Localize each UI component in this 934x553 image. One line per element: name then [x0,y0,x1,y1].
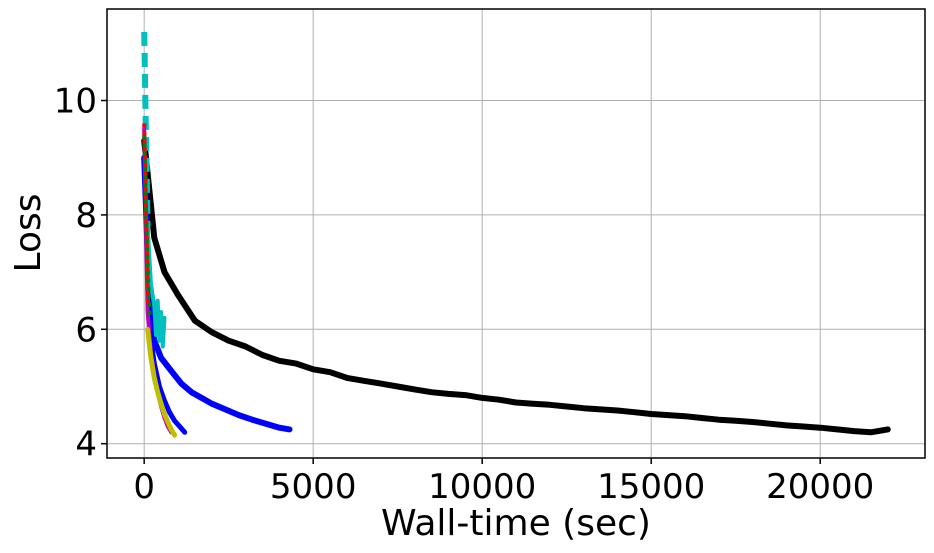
series-line-2 [141,154,293,433]
y-tick-label: 10 [54,82,97,122]
y-tick-label: 4 [75,425,97,465]
series-line-8 [142,134,152,318]
y-tick-label: 6 [75,310,97,350]
x-tick-label: 5000 [270,467,357,507]
series-line-9 [145,326,178,438]
y-tick-label: 8 [75,196,97,236]
series-group [141,31,891,438]
x-tick-label: 20000 [766,467,874,507]
series-line-5 [145,224,167,349]
plot-frame [106,8,926,459]
series-line-1 [141,137,891,436]
x-tick-label: 10000 [428,467,536,507]
x-tick-label: 0 [133,467,155,507]
x-axis-ticks: 0 5000 10000 15000 20000 [133,458,874,507]
grid-lines [107,9,925,458]
x-axis-title: Wall-time (sec) [381,503,651,544]
y-axis-title: Loss [8,194,49,273]
x-tick-label: 15000 [597,467,705,507]
y-axis-ticks: 4 6 8 10 [54,82,107,465]
